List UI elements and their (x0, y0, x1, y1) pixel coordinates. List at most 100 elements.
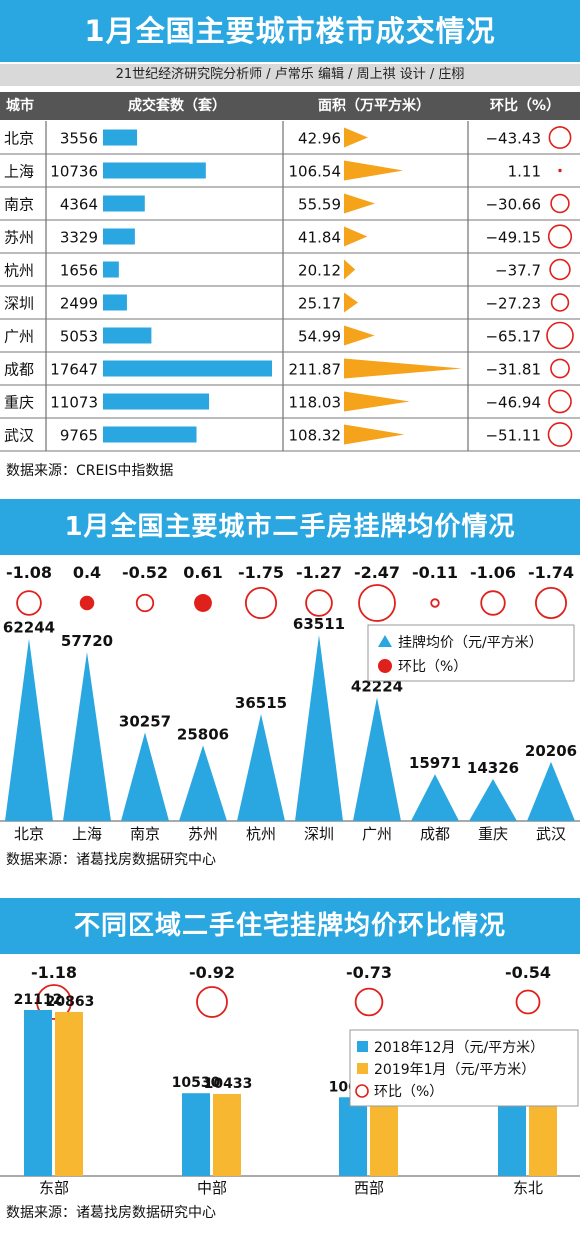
units-label: 3556 (60, 130, 98, 148)
price-spike (353, 697, 401, 821)
area-triangle (344, 325, 375, 346)
price-value-label: 20206 (525, 742, 577, 760)
city-label: 武汉 (4, 427, 34, 445)
category-label: 苏州 (188, 825, 218, 843)
category-label: 中部 (197, 1179, 227, 1197)
header-mom: 环比（%） (490, 98, 561, 114)
category-label: 南京 (130, 825, 160, 843)
section3-title: 不同区域二手住宅挂牌均价环比情况 (0, 898, 580, 954)
price-value-label: 25806 (177, 725, 229, 743)
category-label: 东北 (513, 1179, 543, 1197)
price-spike (295, 635, 343, 821)
price-value-label: 42224 (351, 677, 403, 695)
legend-dot-icon (378, 659, 392, 673)
city-label: 北京 (4, 130, 34, 148)
legend-label-price: 挂牌均价（元/平方米） (398, 634, 543, 651)
area-triangle (344, 292, 359, 313)
area-label: 106.54 (289, 163, 342, 181)
legend-swatch-2019-01 (357, 1063, 368, 1074)
mom-circle (244, 586, 278, 620)
units-bar (103, 426, 197, 443)
mom-circle (135, 593, 155, 613)
mom-circle (358, 584, 396, 622)
mom-value-label: 0.4 (73, 563, 101, 582)
units-label: 17647 (50, 361, 98, 379)
mom-circle (550, 293, 570, 312)
credit-line: 21世纪经济研究院分析师 / 卢常乐 编辑 / 周上祺 设计 / 庄栩 (0, 64, 580, 86)
mom-circle (430, 598, 440, 608)
mom-circle (305, 589, 333, 617)
mom-circle (550, 193, 570, 214)
mom-circle (36, 984, 72, 1020)
price-value-label: 30257 (119, 712, 171, 730)
legend-label-2018-12: 2018年12月（元/平方米） (374, 1040, 544, 1056)
mom-label: −37.7 (495, 262, 541, 280)
mom-dot (79, 595, 95, 611)
mom-circle (196, 986, 228, 1018)
area-triangle (344, 259, 356, 280)
mom-circle (549, 258, 571, 281)
source-1: 数据来源：CREIS中指数据 (6, 463, 174, 479)
mom-label: −65.17 (485, 328, 541, 346)
legend-box (367, 624, 575, 682)
price-spike (527, 761, 575, 821)
price-spike (411, 774, 459, 821)
units-label: 2499 (60, 295, 98, 313)
bar-2019-01 (213, 1093, 241, 1176)
category-label: 成都 (420, 825, 450, 843)
mom-value-label: -1.75 (238, 563, 284, 582)
mom-circle (546, 321, 574, 350)
mom-label: −46.94 (485, 394, 541, 412)
units-bar (103, 195, 145, 212)
units-bar (103, 129, 138, 146)
mom-circle (534, 586, 568, 620)
legend-box (349, 1029, 579, 1107)
value-label-2019-01: 20863 (46, 994, 95, 1010)
mom-value-label: -0.11 (412, 563, 458, 582)
units-label: 4364 (60, 196, 98, 214)
category-label: 上海 (72, 825, 102, 843)
units-label: 1656 (60, 262, 98, 280)
mom-dot (194, 594, 212, 612)
bar-2019-01 (529, 1102, 557, 1176)
area-triangle (344, 160, 404, 181)
units-bar (103, 327, 152, 344)
mom-value-label: -1.06 (470, 563, 516, 582)
category-label: 重庆 (478, 825, 508, 843)
price-value-label: 14326 (467, 759, 519, 777)
city-label: 成都 (4, 361, 34, 379)
mom-label: −51.11 (485, 427, 541, 445)
legend-label-2019-01: 2019年1月（元/平方米） (374, 1062, 535, 1078)
mom-value-label: -1.74 (528, 563, 574, 582)
mom-label: −30.66 (485, 196, 541, 214)
legend-swatch-2018-12 (357, 1041, 368, 1052)
mom-value-label: -0.92 (189, 963, 235, 982)
mom-value-label: -1.18 (31, 963, 77, 982)
area-triangle (344, 391, 410, 412)
units-bar (103, 360, 272, 377)
header-area: 面积（万平方米） (318, 98, 430, 114)
source-2: 数据来源：诸葛找房数据研究中心 (6, 852, 216, 868)
area-label: 42.96 (298, 130, 341, 148)
city-label: 广州 (4, 328, 34, 346)
price-spike (237, 714, 285, 821)
price-spike (121, 732, 169, 821)
category-label: 西部 (354, 1179, 384, 1197)
source-3: 数据来源：诸葛找房数据研究中心 (6, 1205, 216, 1221)
header-units: 成交套数（套） (128, 98, 226, 114)
area-label: 55.59 (298, 196, 341, 214)
area-triangle (344, 358, 462, 379)
bar-2019-01 (370, 1097, 398, 1176)
mom-circle (354, 987, 384, 1017)
price-value-label: 62244 (3, 619, 55, 637)
value-label-2019-01: 10433 (204, 1076, 253, 1092)
mom-circle (547, 224, 573, 249)
area-label: 54.99 (298, 328, 341, 346)
legend-triangle-icon (378, 635, 392, 647)
value-label-2018-12: 10530 (172, 1075, 221, 1091)
mom-value-label: -0.54 (505, 963, 551, 982)
bar-2019-01 (55, 1011, 83, 1176)
category-label: 杭州 (246, 825, 276, 843)
price-value-label: 57720 (61, 632, 113, 650)
mom-value-label: 0.61 (183, 563, 222, 582)
